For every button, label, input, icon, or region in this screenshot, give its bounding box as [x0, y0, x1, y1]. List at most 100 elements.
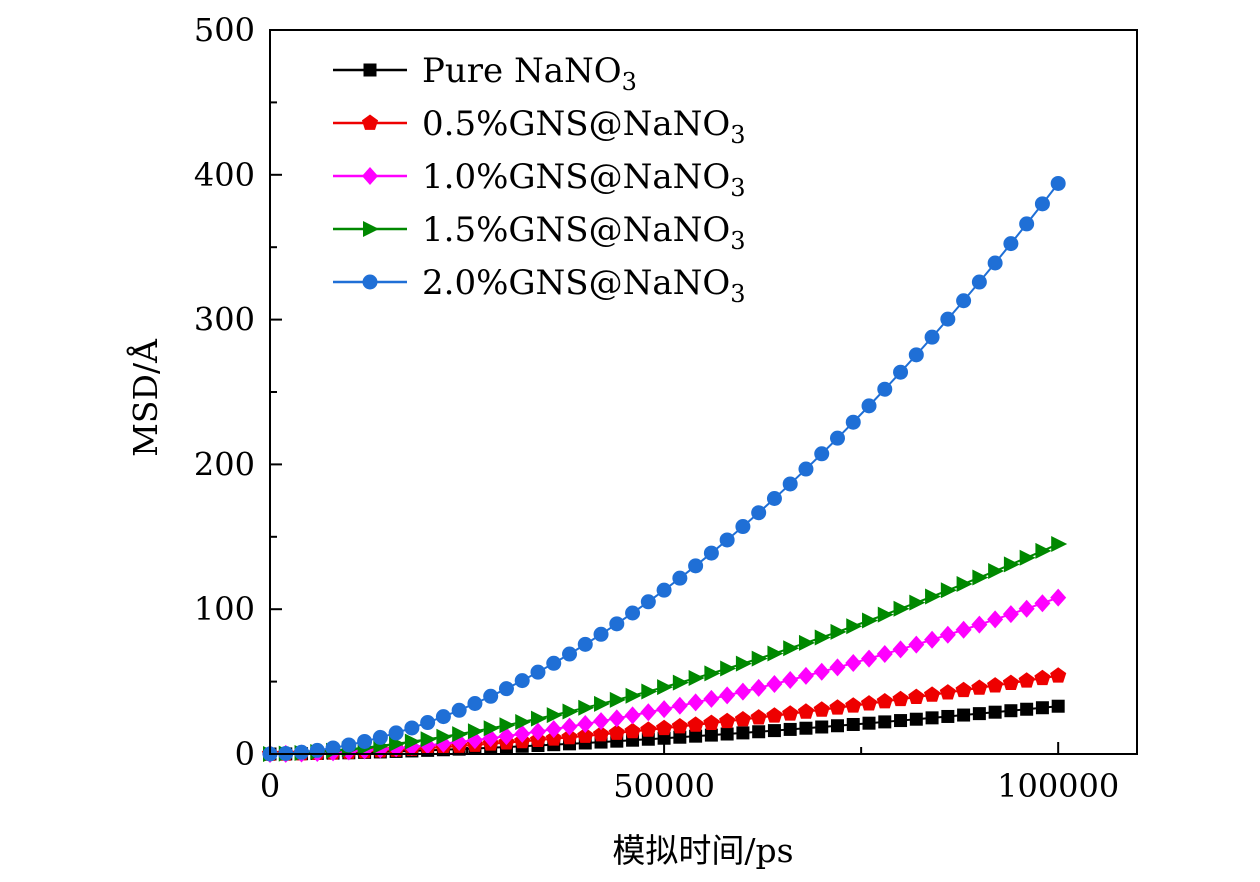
data-point-3-38: [862, 612, 879, 629]
data-point-4-2: [294, 744, 310, 760]
data-point-4-19: [562, 646, 578, 662]
data-point-3-24: [641, 683, 658, 700]
data-point-4-27: [688, 558, 704, 574]
y-tick-label: 500: [194, 11, 255, 49]
data-point-4-38: [861, 398, 877, 414]
data-point-4-7: [372, 729, 388, 745]
data-point-1-31: [750, 709, 767, 725]
data-point-3-13: [467, 723, 484, 740]
data-point-4-39: [877, 381, 893, 397]
data-point-1-24: [640, 721, 657, 737]
data-point-3-32: [767, 645, 784, 662]
data-point-1-40: [892, 690, 909, 707]
legend-label-main: 1.5%GNS@NaNO: [422, 210, 730, 250]
data-point-4-20: [577, 636, 593, 652]
data-point-3-33: [783, 640, 800, 657]
y-tick-label: 400: [194, 156, 255, 194]
legend-label-subscript: 3: [730, 280, 745, 308]
data-point-3-20: [578, 699, 595, 716]
data-point-3-49: [1035, 542, 1052, 559]
data-point-0-44: [957, 708, 971, 722]
x-tick-label: 50000: [613, 767, 715, 805]
data-point-4-42: [924, 329, 940, 345]
data-point-3-36: [830, 623, 847, 640]
data-point-1-32: [766, 707, 783, 723]
legend-label-subscript: 3: [730, 227, 745, 255]
data-point-1-33: [782, 705, 799, 721]
data-point-3-21: [594, 695, 611, 712]
data-point-3-42: [925, 588, 942, 605]
data-point-2-16: [514, 724, 531, 743]
data-point-1-26: [671, 718, 688, 734]
data-point-2-46: [987, 610, 1004, 629]
data-point-3-14: [483, 720, 500, 737]
data-point-4-16: [514, 673, 530, 689]
x-tick-label: 100000: [997, 767, 1119, 805]
data-point-1-28: [703, 714, 720, 730]
data-point-0-46: [988, 705, 1002, 719]
legend-label-1: 0.5%GNS@NaNO3: [422, 104, 746, 149]
data-point-4-3: [309, 742, 325, 758]
legend-label-subscript: 3: [730, 174, 745, 202]
data-point-0-38: [862, 716, 876, 730]
data-point-2-31: [750, 678, 767, 697]
y-axis-title: MSD/Å: [125, 338, 165, 457]
data-point-1-27: [687, 716, 704, 732]
data-point-3-22: [609, 691, 626, 708]
data-point-4-15: [498, 681, 514, 697]
legend-label-main: 2.0%GNS@NaNO: [422, 263, 730, 303]
legend: Pure NaNO30.5%GNS@NaNO31.0%GNS@NaNO31.5%…: [333, 51, 746, 308]
ticks-layer: 0 50000 100000 0 100 200 300 400 500: [194, 11, 1119, 805]
legend-marker-1: [361, 114, 379, 130]
data-point-2-41: [908, 635, 925, 654]
data-point-4-11: [435, 709, 451, 725]
data-point-2-19: [561, 717, 578, 736]
y-tick-label: 200: [194, 445, 255, 483]
data-point-2-50: [1050, 588, 1067, 607]
data-point-2-21: [593, 712, 610, 731]
data-point-1-30: [734, 710, 751, 727]
data-point-2-26: [671, 696, 688, 715]
data-point-4-37: [845, 414, 861, 430]
data-point-3-10: [420, 731, 437, 748]
data-point-0-41: [909, 712, 923, 726]
data-point-3-26: [672, 674, 689, 691]
data-point-2-24: [640, 703, 657, 722]
data-point-2-38: [861, 649, 878, 668]
legend-label-main: Pure NaNO: [422, 51, 622, 91]
data-point-2-45: [971, 615, 988, 634]
data-point-2-27: [687, 693, 704, 712]
data-point-1-43: [939, 684, 956, 700]
data-point-4-6: [357, 733, 373, 749]
data-point-0-42: [925, 711, 939, 725]
data-point-2-30: [734, 682, 751, 701]
data-point-2-37: [845, 654, 862, 673]
data-point-4-17: [530, 664, 546, 680]
data-point-1-39: [876, 692, 893, 709]
data-point-4-9: [404, 720, 420, 736]
data-point-4-43: [940, 311, 956, 327]
data-point-1-35: [813, 701, 830, 717]
data-point-0-43: [941, 709, 955, 723]
data-point-3-18: [546, 707, 563, 724]
legend-item-3: 1.5%GNS@NaNO3: [333, 210, 746, 255]
data-point-0-36: [830, 719, 844, 733]
data-point-0-40: [894, 714, 908, 728]
legend-marker-3: [363, 221, 379, 237]
data-point-4-4: [325, 740, 341, 756]
data-point-0-47: [1004, 704, 1018, 718]
data-point-2-36: [829, 658, 846, 677]
data-point-3-37: [846, 618, 863, 635]
data-point-4-50: [1050, 175, 1066, 191]
data-point-1-44: [955, 681, 972, 698]
data-point-3-31: [751, 650, 768, 667]
data-point-3-29: [720, 660, 737, 677]
data-point-4-8: [388, 725, 404, 741]
data-point-2-29: [719, 686, 736, 705]
data-point-1-45: [971, 679, 988, 695]
legend-label-4: 2.0%GNS@NaNO3: [422, 263, 746, 308]
data-point-0-34: [799, 721, 813, 735]
x-axis-title: 模拟时间/ps: [612, 831, 793, 870]
legend-marker-2: [362, 167, 378, 185]
series-1: [261, 667, 1067, 761]
